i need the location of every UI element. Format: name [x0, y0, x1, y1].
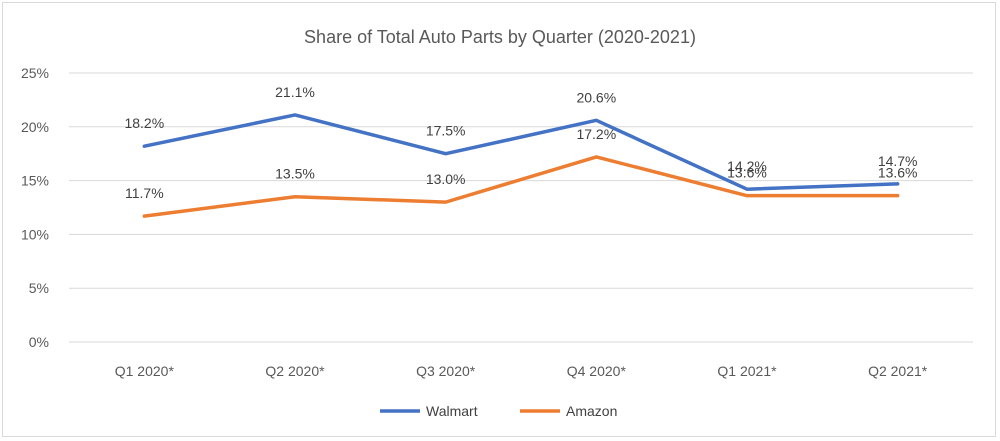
series-line-walmart: [142, 113, 900, 191]
chart-title: Share of Total Auto Parts by Quarter (20…: [304, 27, 696, 47]
x-tick-label: Q2 2020*: [265, 363, 325, 379]
data-label-amazon: 11.7%: [125, 185, 164, 201]
y-tick-label: 5%: [29, 280, 49, 296]
x-tick-label: Q1 2020*: [115, 363, 175, 379]
data-label-walmart: 21.1%: [275, 84, 315, 100]
legend: Walmart Amazon: [380, 403, 617, 419]
legend-label-amazon: Amazon: [566, 403, 617, 419]
data-label-walmart: 17.5%: [426, 123, 466, 139]
line-chart: Share of Total Auto Parts by Quarter (20…: [21, 27, 973, 419]
x-tick-label: Q2 2021*: [868, 363, 928, 379]
data-label-walmart: 14.2%: [727, 158, 767, 174]
y-axis: 0% 5% 10% 15% 20% 25%: [21, 65, 49, 350]
x-tick-label: Q3 2020*: [416, 363, 476, 379]
series-group: [142, 113, 900, 218]
data-label-walmart: 14.7%: [878, 153, 918, 169]
data-labels: 18.2% 21.1% 17.5% 20.6% 14.2% 14.7% 11.7% 13.5%…: [124, 84, 917, 201]
y-tick-label: 0%: [29, 334, 49, 350]
data-label-amazon: 13.6%: [727, 165, 767, 181]
data-label-amazon: 13.0%: [426, 171, 466, 187]
data-label-amazon: 13.5%: [275, 166, 315, 182]
legend-label-walmart: Walmart: [426, 403, 478, 419]
data-label-amazon: 17.2%: [576, 126, 616, 142]
x-axis: Q1 2020* Q2 2020* Q3 2020* Q4 2020* Q1 2021*…: [115, 363, 928, 379]
x-tick-label: Q4 2020*: [567, 363, 627, 379]
y-tick-label: 20%: [21, 119, 49, 135]
y-tick-label: 10%: [21, 226, 49, 242]
data-label-walmart: 20.6%: [576, 89, 616, 105]
series-line-amazon: [142, 155, 900, 218]
data-label-amazon: 13.6%: [878, 165, 918, 181]
x-tick-label: Q1 2021*: [717, 363, 777, 379]
y-tick-label: 25%: [21, 65, 49, 81]
gridlines: [69, 72, 973, 343]
y-tick-label: 15%: [21, 173, 49, 189]
data-label-walmart: 18.2%: [124, 115, 164, 131]
